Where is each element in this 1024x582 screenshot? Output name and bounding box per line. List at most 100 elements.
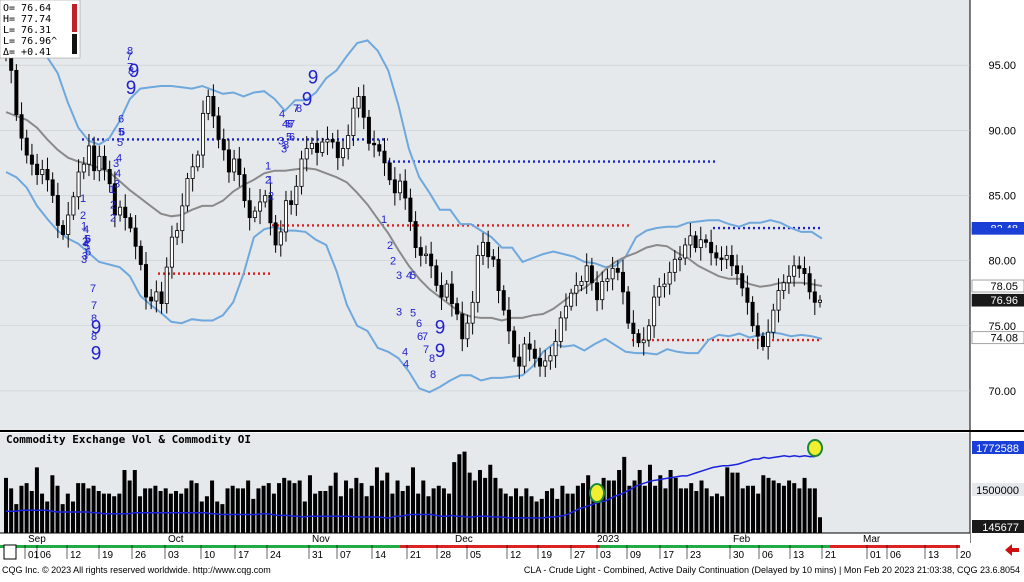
volume-bar [678, 488, 683, 533]
volume-bar [323, 491, 328, 533]
candle-body [548, 355, 553, 362]
volume-bar [658, 475, 663, 533]
open-interest-path [6, 454, 815, 519]
volume-axis-marker [972, 441, 1024, 454]
candle-body [760, 335, 765, 348]
volume-bar [436, 485, 441, 533]
candle-body [403, 180, 408, 199]
volume-bar [771, 480, 776, 533]
volume-bar [122, 470, 127, 533]
day-label: 17 [663, 550, 675, 561]
candle-body [703, 239, 708, 243]
candle-body [45, 168, 50, 181]
candle-body [149, 296, 154, 302]
volume-bar [45, 501, 50, 533]
session-strip [0, 545, 400, 548]
session-strip [830, 545, 960, 548]
td-count-label: 9 [435, 341, 446, 362]
volume-bar [395, 480, 400, 533]
candle-body [268, 195, 273, 224]
volume-bar [416, 493, 421, 533]
candle-body [283, 200, 288, 233]
scroll-left-icon[interactable] [1005, 544, 1019, 556]
month-label: Feb [733, 534, 751, 545]
td-count-label: 4 [402, 347, 408, 359]
volume-bar [313, 493, 318, 533]
volume-bar [380, 480, 385, 533]
candle-body [579, 281, 584, 286]
volume-bar [328, 485, 333, 533]
td-count-label: 6 [416, 318, 422, 330]
month-label: Dec [455, 534, 473, 545]
price-marker [971, 331, 1024, 345]
candle-body [232, 158, 237, 173]
td-count-label: 4 [282, 119, 288, 131]
candle-body [460, 313, 465, 340]
td-count-label: 9 [308, 67, 319, 88]
td-count-label: 5 [84, 241, 90, 253]
volume-bar [761, 475, 766, 533]
td-count-label: 1 [80, 193, 86, 205]
volume-bar [508, 496, 513, 533]
price-marker [971, 279, 1024, 293]
oi-end-marker [807, 439, 823, 457]
candle-body [86, 145, 91, 165]
volume-bar [776, 483, 781, 533]
price-axis[interactable]: 70.0075.0080.0085.0090.0095.0082.4878.05… [971, 60, 1024, 398]
candle-body [595, 282, 600, 301]
day-label: 26 [135, 550, 147, 561]
volume-bar [210, 480, 215, 533]
candle-body [543, 360, 548, 367]
td-count-label: 7 [422, 331, 428, 343]
candle-body [429, 253, 434, 267]
candle-body [55, 195, 60, 226]
volume-bar [70, 501, 75, 533]
volume-bar [622, 456, 627, 533]
candle-body [304, 148, 309, 160]
candle-body [164, 266, 169, 305]
volume-bar [781, 485, 786, 533]
td-count-label: 4 [279, 108, 285, 120]
candle-body [418, 247, 423, 256]
candle-body [506, 309, 511, 332]
volume-bar [452, 462, 457, 533]
day-label: 05 [470, 550, 482, 561]
td-count-label: 4 [83, 239, 89, 251]
candle-body [29, 154, 34, 165]
candle-body [423, 253, 428, 256]
candle-body [766, 331, 771, 348]
gridlines [0, 64, 970, 392]
td-count-label: 6 [417, 331, 423, 343]
volume-bar [349, 488, 354, 533]
td-count-label: 4 [116, 153, 122, 165]
volume-bar [539, 498, 544, 533]
td-count-label: 6 [118, 113, 124, 125]
volume-bar [225, 488, 230, 533]
volume-bar [498, 488, 503, 533]
volume-bar [524, 488, 529, 533]
candle-body [553, 340, 558, 357]
candle-body [190, 166, 195, 179]
volume-bar [189, 480, 194, 533]
volume-bar [240, 488, 245, 533]
volume-bar [297, 480, 302, 533]
candle-body [289, 200, 294, 205]
candle-body [636, 333, 641, 344]
candle-body [356, 96, 361, 109]
candle-body [216, 115, 221, 140]
day-label: 06 [40, 550, 52, 561]
td-count-label: 5 [84, 233, 90, 245]
candle-body [242, 174, 247, 202]
candle-body [786, 275, 791, 284]
candle-body [740, 273, 745, 289]
chart-menu-icon[interactable] [3, 544, 17, 560]
td-count-label: 8 [430, 369, 436, 381]
day-label: 21 [825, 550, 837, 561]
candle-body [185, 178, 190, 207]
volume-bar [65, 493, 70, 533]
volume-axis-label: 1500000 [976, 485, 1019, 497]
volume-bar [318, 491, 323, 533]
candle-body [408, 197, 413, 222]
candle-body [61, 225, 66, 235]
